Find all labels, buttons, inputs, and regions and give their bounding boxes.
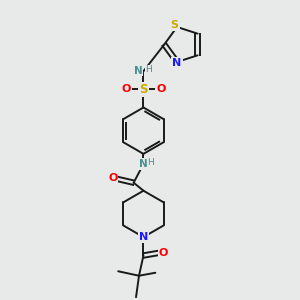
Text: O: O — [122, 84, 131, 94]
Text: S: S — [171, 20, 178, 31]
Text: N: N — [139, 232, 148, 242]
Text: O: O — [108, 172, 118, 183]
Text: O: O — [158, 248, 168, 257]
Text: N: N — [134, 66, 142, 76]
Text: H: H — [146, 65, 152, 74]
Text: O: O — [156, 84, 165, 94]
Text: N: N — [139, 159, 148, 169]
Text: H: H — [148, 158, 154, 167]
Text: N: N — [172, 58, 182, 68]
Text: S: S — [139, 82, 148, 96]
